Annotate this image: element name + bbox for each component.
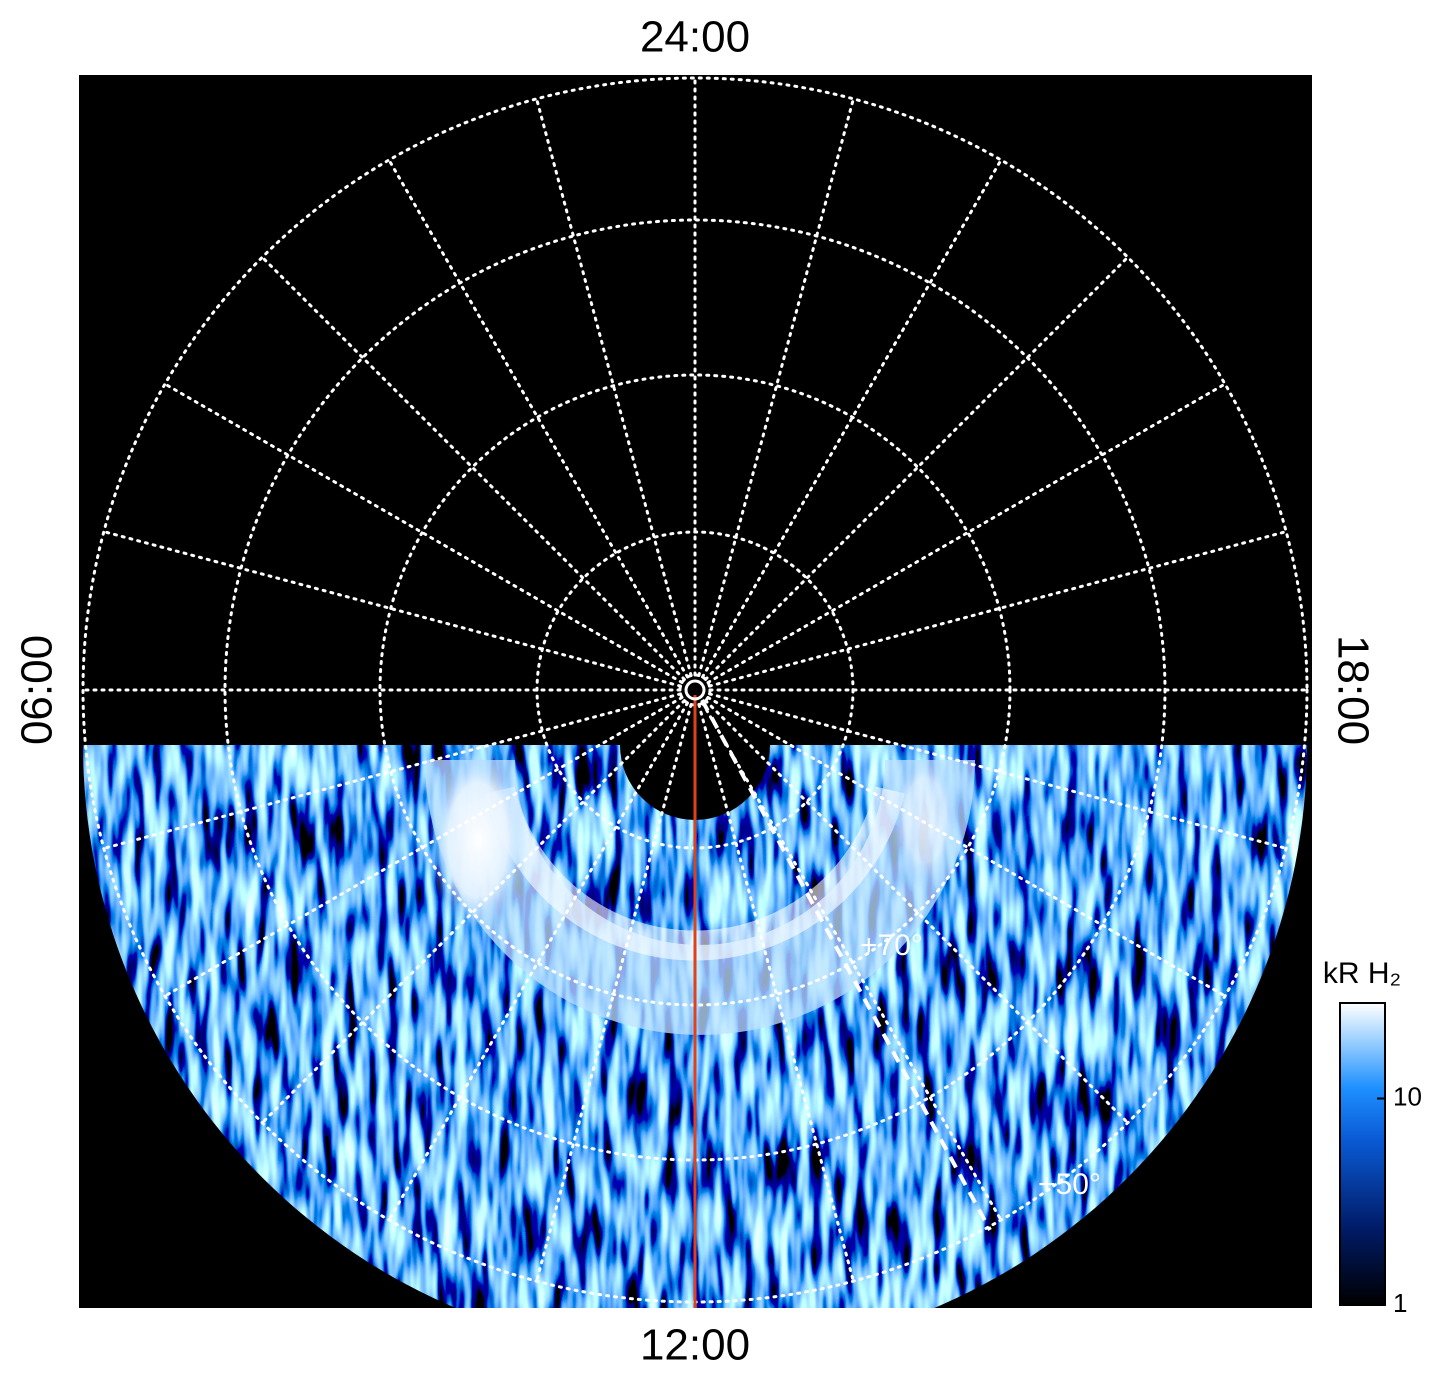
colorbar-tick-label: 1 <box>1393 1288 1407 1318</box>
meridian-line <box>697 702 855 1283</box>
annotation: +50° <box>1038 1168 1101 1201</box>
colorbar <box>1339 1002 1386 1306</box>
meridian-line <box>102 530 683 688</box>
direction-label: 12:00 <box>640 1321 750 1370</box>
meridian-line <box>701 158 1003 679</box>
meridian-line <box>387 701 689 1222</box>
bright-spot <box>428 745 528 935</box>
bright-spot <box>890 750 960 890</box>
meridian-line <box>706 382 1227 684</box>
direction-label: 24:00 <box>640 13 750 62</box>
meridian-line <box>387 158 689 679</box>
meridian-line <box>102 692 683 850</box>
meridian-line <box>697 97 855 678</box>
meridian-line <box>163 696 684 998</box>
meridian-line <box>707 530 1288 688</box>
colorbar-title: kR H₂ <box>1323 957 1401 990</box>
meridian-line <box>260 255 686 681</box>
meridian-line <box>704 255 1130 681</box>
track-line <box>700 699 992 1231</box>
meridian-line <box>535 97 693 678</box>
meridian-line <box>260 699 686 1125</box>
annotation: +70° <box>860 929 923 962</box>
direction-label: 18:00 <box>1328 635 1377 745</box>
direction-label: 06:00 <box>13 635 62 745</box>
colorbar-tick-label: 10 <box>1393 1081 1422 1111</box>
colorbar-ticks: 1 10 <box>1377 1081 1422 1318</box>
pole-marker <box>684 679 706 701</box>
meridian-line <box>535 702 693 1283</box>
meridian-line <box>707 692 1288 850</box>
meridian-line <box>706 696 1227 998</box>
meridian-line <box>704 699 1130 1125</box>
meridian-line <box>163 382 684 684</box>
